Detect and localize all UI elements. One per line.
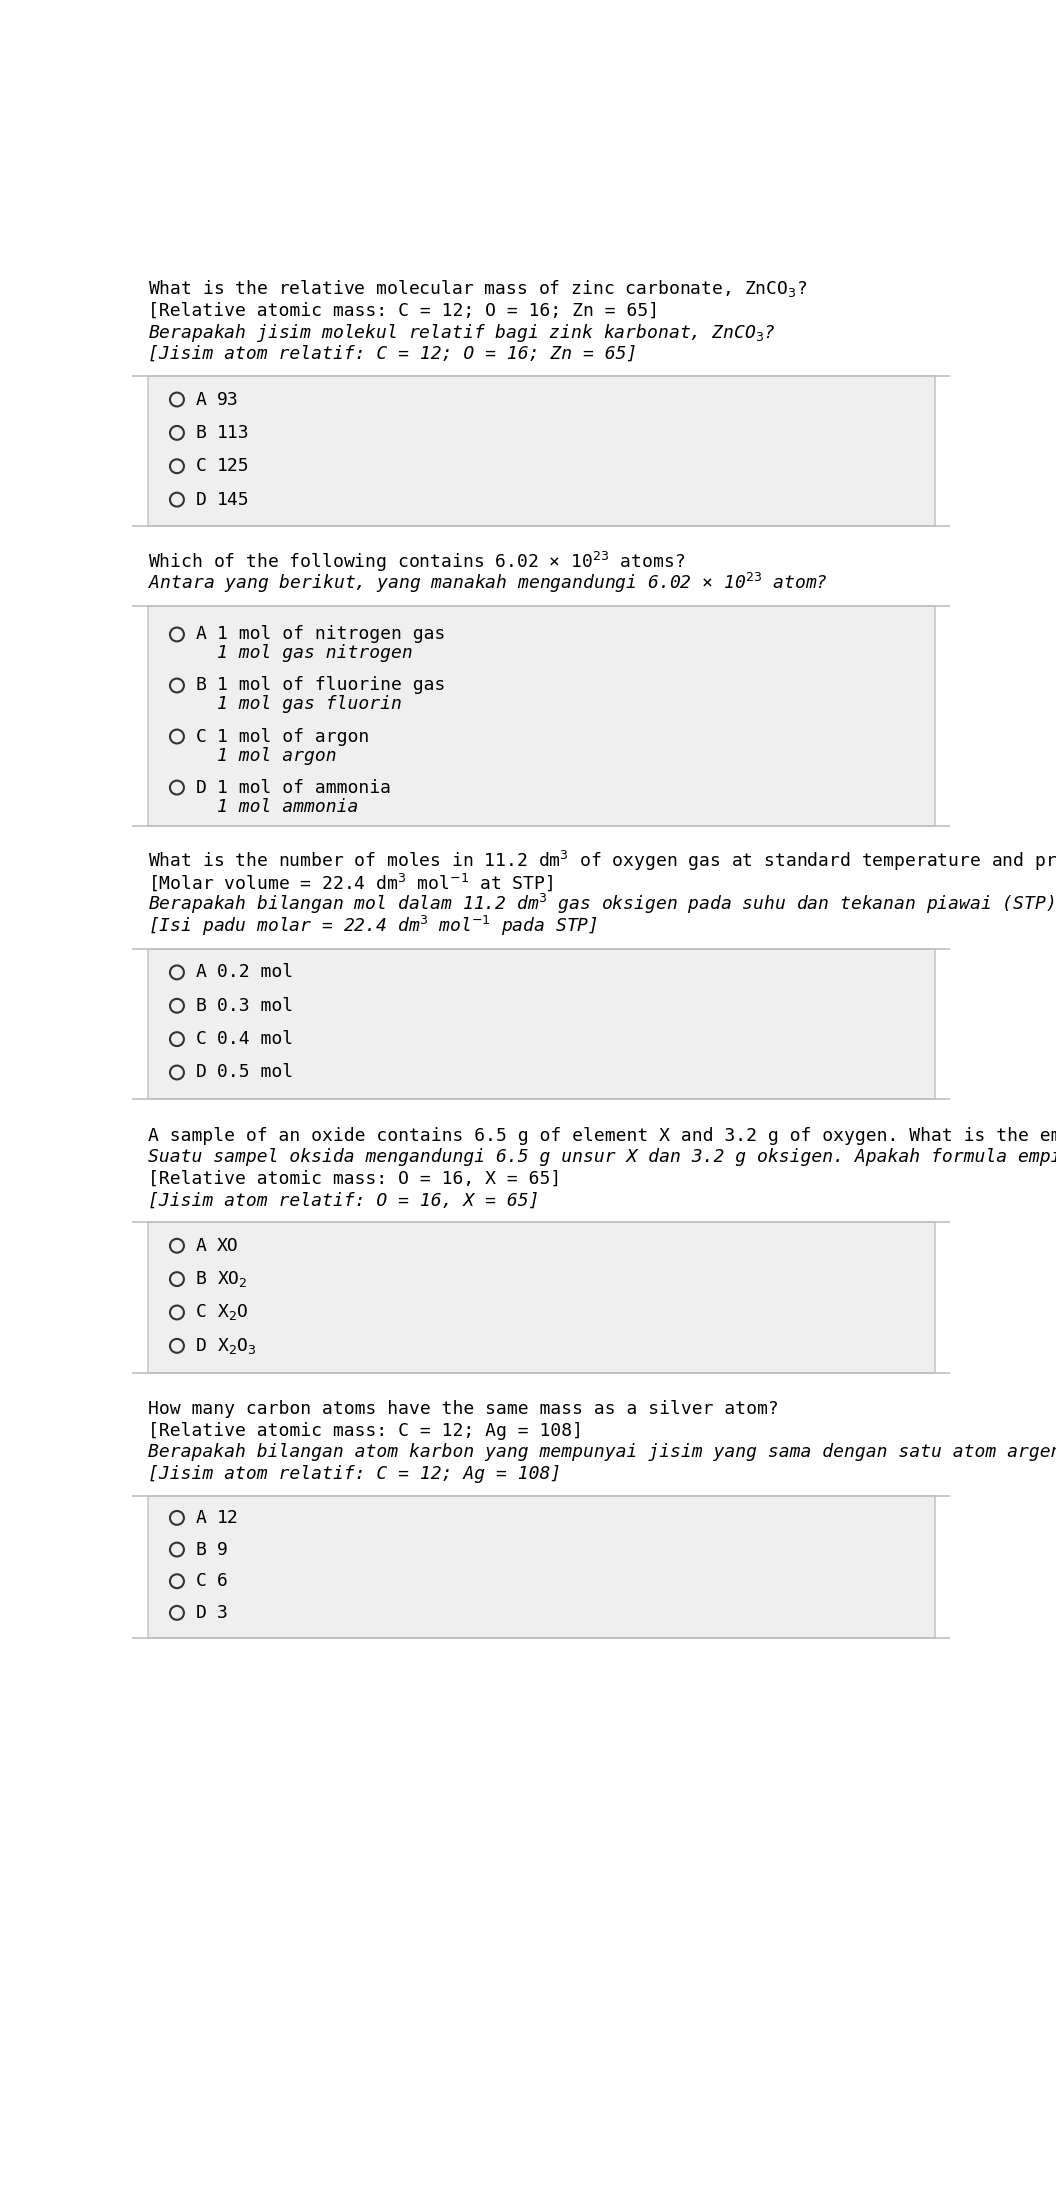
Text: 3: 3 xyxy=(218,1604,228,1621)
Text: B: B xyxy=(195,677,206,695)
Text: 1 mol of argon: 1 mol of argon xyxy=(218,728,370,745)
Text: 0.2 mol: 0.2 mol xyxy=(218,964,294,981)
Text: 93: 93 xyxy=(218,391,239,409)
FancyBboxPatch shape xyxy=(148,1497,935,1639)
Text: 1 mol argon: 1 mol argon xyxy=(218,747,337,765)
Text: Which of the following contains 6.02 × 10$^{23}$ atoms?: Which of the following contains 6.02 × 1… xyxy=(148,551,684,575)
Text: [Molar volume = 22.4 dm$^3$ mol$^{-1}$ at STP]: [Molar volume = 22.4 dm$^3$ mol$^{-1}$ a… xyxy=(148,872,552,894)
Text: A: A xyxy=(195,625,206,642)
Text: D: D xyxy=(195,1064,206,1082)
Text: C: C xyxy=(195,1029,206,1049)
Text: 1 mol of nitrogen gas: 1 mol of nitrogen gas xyxy=(218,625,446,642)
Text: 0.4 mol: 0.4 mol xyxy=(218,1029,294,1049)
Text: D: D xyxy=(195,778,206,798)
Text: B: B xyxy=(195,996,206,1014)
Text: 1 mol of ammonia: 1 mol of ammonia xyxy=(218,778,392,798)
Text: C: C xyxy=(195,457,206,476)
FancyBboxPatch shape xyxy=(148,948,935,1099)
Text: Berapakah bilangan mol dalam 11.2 dm$^3$ gas oksigen pada suhu dan tekanan piawa: Berapakah bilangan mol dalam 11.2 dm$^3$… xyxy=(148,891,1056,916)
Text: What is the relative molecular mass of zinc carbonate, ZnCO$_3$?: What is the relative molecular mass of z… xyxy=(148,277,807,299)
FancyBboxPatch shape xyxy=(148,1221,935,1372)
Text: D: D xyxy=(195,492,206,509)
Text: [Relative atomic mass: C = 12; O = 16; Zn = 65]: [Relative atomic mass: C = 12; O = 16; Z… xyxy=(148,302,659,319)
Text: A: A xyxy=(195,1237,206,1254)
Text: C: C xyxy=(195,1304,206,1322)
Text: 1 mol of fluorine gas: 1 mol of fluorine gas xyxy=(218,677,446,695)
Text: 0.3 mol: 0.3 mol xyxy=(218,996,294,1014)
Text: A sample of an oxide contains 6.5 g of element X and 3.2 g of oxygen. What is th: A sample of an oxide contains 6.5 g of e… xyxy=(148,1127,1056,1145)
Text: A: A xyxy=(195,391,206,409)
Text: [Isi padu molar = 22.4 dm$^3$ mol$^{-1}$ pada STP]: [Isi padu molar = 22.4 dm$^3$ mol$^{-1}$… xyxy=(148,913,598,937)
Text: B: B xyxy=(195,1269,206,1289)
FancyBboxPatch shape xyxy=(148,376,935,527)
Text: 6: 6 xyxy=(218,1573,228,1591)
Text: 1 mol gas fluorin: 1 mol gas fluorin xyxy=(218,695,402,714)
Text: [Relative atomic mass: O = 16, X = 65]: [Relative atomic mass: O = 16, X = 65] xyxy=(148,1169,561,1189)
Text: How many carbon atoms have the same mass as a silver atom?: How many carbon atoms have the same mass… xyxy=(148,1401,778,1418)
Text: 113: 113 xyxy=(218,424,250,441)
Text: 9: 9 xyxy=(218,1540,228,1558)
Text: 1 mol ammonia: 1 mol ammonia xyxy=(218,798,359,815)
Text: C: C xyxy=(195,1573,206,1591)
Text: B: B xyxy=(195,424,206,441)
Text: X$_2$O$_3$: X$_2$O$_3$ xyxy=(218,1335,257,1357)
Text: B: B xyxy=(195,1540,206,1558)
Text: C: C xyxy=(195,728,206,745)
Text: [Jisim atom relatif: O = 16, X = 65]: [Jisim atom relatif: O = 16, X = 65] xyxy=(148,1191,539,1208)
Text: X$_2$O: X$_2$O xyxy=(218,1302,248,1322)
Text: 12: 12 xyxy=(218,1510,239,1527)
Text: What is the number of moles in 11.2 dm$^3$ of oxygen gas at standard temperature: What is the number of moles in 11.2 dm$^… xyxy=(148,850,1056,874)
Text: 125: 125 xyxy=(218,457,250,476)
Text: D: D xyxy=(195,1604,206,1621)
Text: 0.5 mol: 0.5 mol xyxy=(218,1064,294,1082)
Text: Suatu sampel oksida mengandungi 6.5 g unsur X dan 3.2 g oksigen. Apakah formula : Suatu sampel oksida mengandungi 6.5 g un… xyxy=(148,1147,1056,1167)
Text: Berapakah bilangan atom karbon yang mempunyai jisim yang sama dengan satu atom a: Berapakah bilangan atom karbon yang memp… xyxy=(148,1442,1056,1462)
Text: 145: 145 xyxy=(218,492,250,509)
Text: Berapakah jisim molekul relatif bagi zink karbonat, ZnCO$_3$?: Berapakah jisim molekul relatif bagi zin… xyxy=(148,321,775,343)
Text: A: A xyxy=(195,1510,206,1527)
Text: 1 mol gas nitrogen: 1 mol gas nitrogen xyxy=(218,645,413,662)
FancyBboxPatch shape xyxy=(148,607,935,826)
Text: D: D xyxy=(195,1337,206,1355)
Text: [Jisim atom relatif: C = 12; Ag = 108]: [Jisim atom relatif: C = 12; Ag = 108] xyxy=(148,1464,561,1484)
Text: A: A xyxy=(195,964,206,981)
Text: [Jisim atom relatif: C = 12; O = 16; Zn = 65]: [Jisim atom relatif: C = 12; O = 16; Zn … xyxy=(148,345,637,363)
Text: XO: XO xyxy=(218,1237,239,1254)
Text: XO$_2$: XO$_2$ xyxy=(218,1269,248,1289)
Text: [Relative atomic mass: C = 12; Ag = 108]: [Relative atomic mass: C = 12; Ag = 108] xyxy=(148,1422,583,1440)
Text: Antara yang berikut, yang manakah mengandungi 6.02 × 10$^{23}$ atom?: Antara yang berikut, yang manakah mengan… xyxy=(148,570,827,594)
